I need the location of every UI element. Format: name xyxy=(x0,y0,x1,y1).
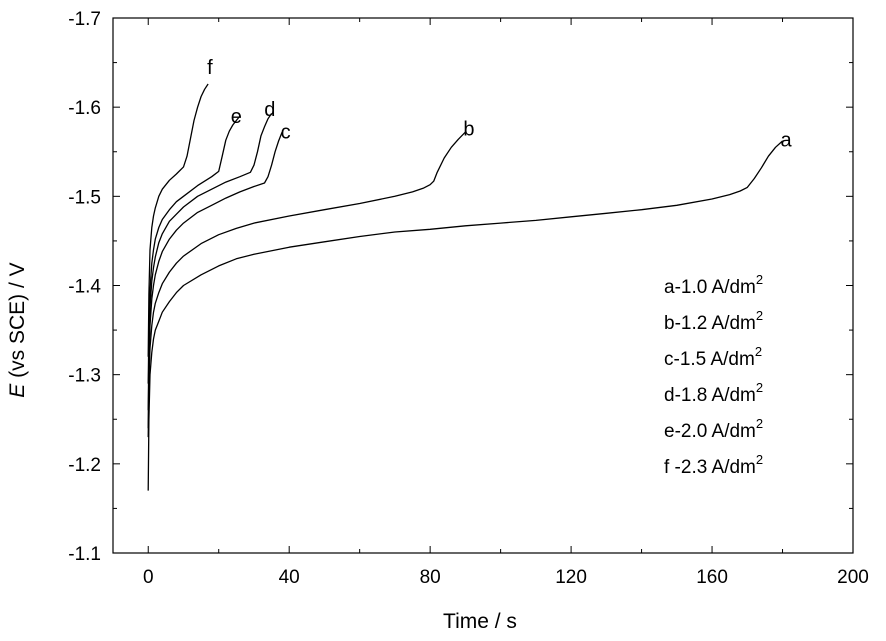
curve-label-f: f xyxy=(207,57,213,79)
y-axis-label-text: (vs SCE) / V xyxy=(6,262,29,383)
series-line-f xyxy=(147,83,209,357)
curve-label-b: b xyxy=(463,119,474,141)
legend-entry-b: b-1.2 A/dm2 xyxy=(664,308,763,334)
series-line-e xyxy=(147,115,241,384)
series-line-d xyxy=(147,113,273,411)
x-tick-label: 120 xyxy=(555,567,587,588)
legend-entry-f: f -2.3 A/dm2 xyxy=(664,452,763,478)
y-tick-label: -1.3 xyxy=(68,366,101,387)
legend: a-1.0 A/dm2 b-1.2 A/dm2 c-1.5 A/dm2 d-1.8 A… xyxy=(664,272,763,478)
y-tick-label: -1.7 xyxy=(68,9,101,30)
y-tick-label: -1.6 xyxy=(68,98,101,119)
x-tick-label: 80 xyxy=(420,567,441,588)
series-line-c xyxy=(147,131,283,429)
curve-label-d: d xyxy=(264,99,275,121)
y-tick-label: -1.4 xyxy=(68,277,101,298)
curve-label-a: a xyxy=(780,129,792,151)
curve-labels: a b cde f xyxy=(207,57,792,151)
x-tick-label: 200 xyxy=(837,567,869,588)
legend-entry-a: a-1.0 A/dm2 xyxy=(664,272,763,298)
x-tick-label: 160 xyxy=(696,567,728,588)
series-line-a xyxy=(147,140,783,491)
legend-entry-e: e-2.0 A/dm2 xyxy=(664,416,763,442)
curve-label-c: c xyxy=(281,121,291,143)
x-tick-label: 0 xyxy=(143,567,154,588)
x-axis-label: Time / s xyxy=(443,610,517,633)
curve-label-e: e xyxy=(231,106,242,128)
y-axis-label-symbol: E xyxy=(6,383,29,398)
y-tick-label: -1.2 xyxy=(68,455,101,476)
legend-entry-c: c-1.5 A/dm2 xyxy=(664,344,762,370)
x-tick-label: 40 xyxy=(279,567,300,588)
axis-ticks: 0 40 80 120 160 200 -1.1 -1.2 -1.3 -1.4 -1.5 -1.6 -1… xyxy=(68,9,869,588)
series-line-b xyxy=(147,131,466,438)
legend-entry-d: d-1.8 A/dm2 xyxy=(664,380,763,406)
y-tick-label: -1.1 xyxy=(68,544,101,565)
series-lines xyxy=(147,83,783,491)
y-axis-label: E (vs SCE) / V xyxy=(6,262,29,397)
y-tick-label: -1.5 xyxy=(68,187,101,208)
